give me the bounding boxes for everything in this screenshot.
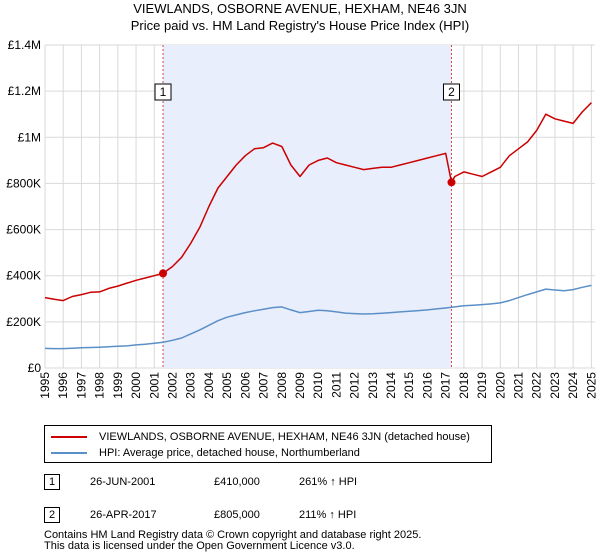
x-tick-label-7: 2002	[165, 372, 179, 399]
x-tick-label-30: 2025	[584, 372, 598, 399]
legend-label-hpi: HPI: Average price, detached house, Nort…	[99, 447, 360, 459]
y-tick-label-3: £600K	[6, 223, 41, 237]
legend-swatch-hpi	[51, 452, 87, 454]
x-tick-label-0: 1995	[38, 372, 52, 399]
x-tick-label-11: 2006	[238, 372, 252, 399]
x-tick-label-26: 2021	[512, 372, 526, 399]
x-tick-label-28: 2023	[548, 372, 562, 399]
x-tick-label-18: 2013	[366, 372, 380, 399]
y-tick-label-0: £0	[28, 361, 42, 375]
footer-line-1: Contains HM Land Registry data © Crown c…	[44, 529, 422, 541]
sale-badge-1: 1	[44, 474, 60, 490]
x-tick-label-29: 2024	[566, 372, 580, 399]
x-tick-label-3: 1998	[93, 372, 107, 399]
legend-swatch-property	[51, 436, 87, 438]
x-tick-label-21: 2016	[420, 372, 434, 399]
shaded-ownership-region	[162, 45, 452, 368]
sale-badge-box-1	[154, 83, 172, 101]
x-tick-label-9: 2004	[202, 372, 216, 399]
y-tick-label-2: £400K	[6, 269, 41, 283]
hpi-line	[44, 284, 592, 350]
sale-point-1	[159, 269, 168, 278]
chart-legend: VIEWLANDS, OSBORNE AVENUE, HEXHAM, NE46 …	[44, 425, 492, 463]
y-tick-label-6: £1.2M	[8, 84, 41, 98]
chart-title: VIEWLANDS, OSBORNE AVENUE, HEXHAM, NE46 …	[133, 1, 467, 16]
y-axis-ticks: £0 £200K £400K £600K £800K £1M £1.2M £1.4M	[6, 38, 41, 375]
property-price-line	[44, 102, 592, 302]
sale-badge-box-2	[442, 83, 460, 101]
x-tick-label-13: 2008	[275, 372, 289, 399]
sale-hpi-change-2: 211% ↑ HPI	[299, 509, 357, 521]
sale-date-2: 26-APR-2017	[90, 509, 157, 521]
x-tick-label-22: 2017	[439, 372, 453, 399]
x-tick-label-17: 2012	[348, 372, 362, 399]
x-tick-label-14: 2009	[293, 372, 307, 399]
y-tick-label-7: £1.4M	[8, 38, 41, 52]
x-tick-label-10: 2005	[220, 372, 234, 399]
x-tick-label-6: 2001	[147, 372, 161, 399]
sale-date-1: 26-JUN-2001	[90, 476, 156, 488]
x-tick-label-15: 2010	[311, 372, 325, 399]
x-tick-label-25: 2020	[493, 372, 507, 399]
x-tick-label-1: 1996	[56, 372, 70, 399]
x-tick-label-5: 2000	[129, 372, 143, 399]
footer-line-2: This data is licensed under the Open Gov…	[44, 540, 355, 552]
chart-title-block: VIEWLANDS, OSBORNE AVENUE, HEXHAM, NE46 …	[0, 0, 600, 34]
chart-subtitle: Price paid vs. HM Land Registry's House …	[130, 18, 470, 33]
legend-label-property: VIEWLANDS, OSBORNE AVENUE, HEXHAM, NE46 …	[99, 431, 470, 443]
x-tick-label-2: 1997	[74, 372, 88, 399]
x-tick-label-27: 2022	[530, 372, 544, 399]
x-tick-label-4: 1999	[111, 372, 125, 399]
x-tick-label-19: 2014	[384, 372, 398, 399]
x-axis-ticks: 1995 1996 1997 1998 1999 2000 2001 2002 2003 2004…	[38, 372, 598, 399]
footer-credits: Contains HM Land Registry data © Crown c…	[44, 530, 421, 552]
sale-badge-2: 2	[44, 507, 60, 523]
y-tick-label-5: £1M	[18, 130, 41, 144]
sale-price-2: £805,000	[214, 509, 260, 521]
x-tick-label-8: 2003	[184, 372, 198, 399]
x-tick-label-20: 2015	[402, 372, 416, 399]
y-tick-label-1: £200K	[6, 315, 41, 329]
x-tick-label-23: 2018	[457, 372, 471, 399]
sale-badge-text-1: 1	[160, 85, 167, 99]
series-lines	[44, 102, 592, 350]
ownership-shading	[163, 45, 452, 368]
x-tick-label-24: 2019	[475, 372, 489, 399]
sale-badge-text-2: 2	[448, 85, 455, 99]
sale-point-2	[447, 178, 456, 187]
x-tick-label-12: 2007	[257, 372, 271, 399]
y-tick-label-4: £800K	[6, 176, 41, 190]
sale-price-1: £410,000	[214, 476, 260, 488]
x-tick-label-16: 2011	[329, 372, 343, 398]
sale-hpi-change-1: 261% ↑ HPI	[299, 476, 358, 488]
